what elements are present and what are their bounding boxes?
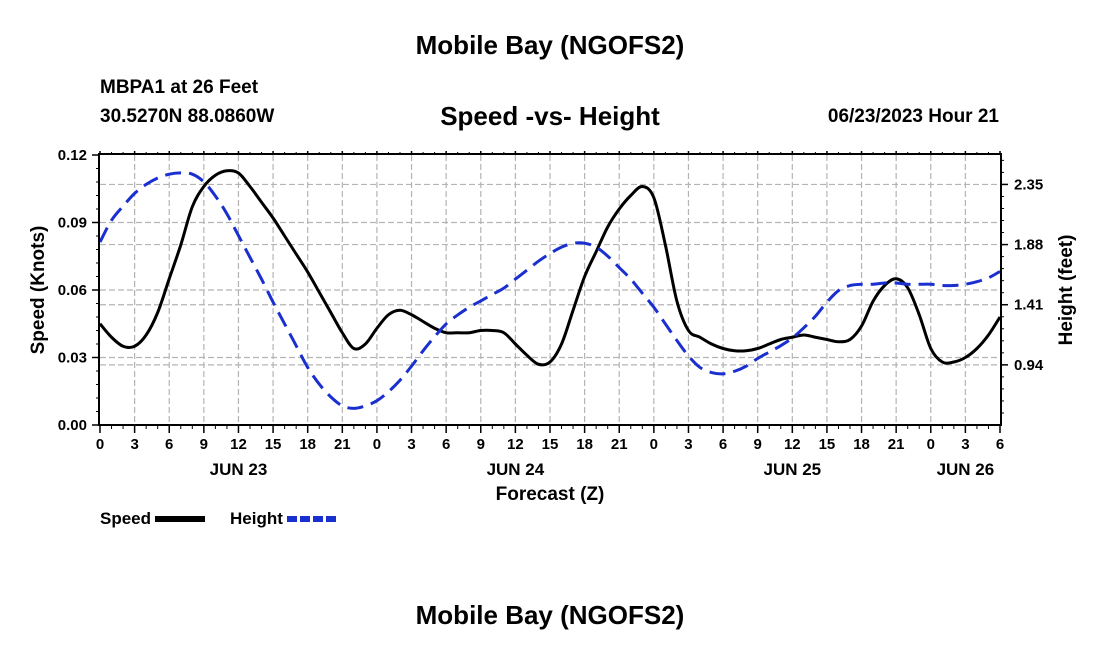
forecast-datetime: 06/23/2023 Hour 21 bbox=[827, 106, 999, 127]
speed-height-chart: 0 3 6 9 12 15 18 21 0 3 6 9 12 15 18 21 0 3 6 9 12 15 18 21 0 3 6J… bbox=[28, 147, 1077, 505]
y-tick-label: 0.06 bbox=[58, 282, 87, 299]
y-tick-label: 0.00 bbox=[58, 417, 87, 434]
legend-height-label: Height bbox=[230, 509, 283, 528]
legend-speed-swatch bbox=[155, 516, 206, 522]
x-tick-label: 0 bbox=[96, 436, 104, 453]
x-axis-label: Forecast (Z) bbox=[496, 484, 605, 505]
y-axis-label: Speed (Knots) bbox=[28, 226, 49, 355]
x-tick-label: 0 bbox=[373, 436, 381, 453]
height-series-line bbox=[98, 171, 1001, 410]
x-tick-label: 21 bbox=[334, 436, 351, 453]
x-tick-label: 18 bbox=[299, 436, 316, 453]
x-tick-label: 21 bbox=[888, 436, 905, 453]
x-tick-label: 15 bbox=[819, 436, 836, 453]
x-tick-label: 21 bbox=[611, 436, 628, 453]
x-tick-label: 15 bbox=[265, 436, 282, 453]
x-tick-label: 9 bbox=[477, 436, 485, 453]
y2-tick-label: 0.94 bbox=[1014, 357, 1044, 374]
x-tick-label: 6 bbox=[165, 436, 173, 453]
y-tick-label: 0.09 bbox=[58, 215, 87, 232]
x-tick-label: 3 bbox=[684, 436, 692, 453]
chart-title-top: Mobile Bay (NGOFS2) bbox=[415, 30, 685, 60]
x-tick-label: 0 bbox=[650, 436, 658, 453]
y2-tick-label: 1.41 bbox=[1014, 297, 1043, 314]
x-tick-label: 6 bbox=[719, 436, 727, 453]
x-tick-label: 9 bbox=[754, 436, 762, 453]
legend-height-swatch bbox=[286, 516, 337, 522]
x-tick-label: 18 bbox=[576, 436, 593, 453]
speed-series-line bbox=[98, 169, 1002, 367]
axis-layer: 0 3 6 9 12 15 18 21 0 3 6 9 12 15 18 21 0 3 6 9 12 15 18 21 0 3 6J… bbox=[58, 147, 1044, 479]
y2-tick-label: 1.88 bbox=[1014, 237, 1043, 254]
chart-title-bottom: Mobile Bay (NGOFS2) bbox=[415, 600, 685, 630]
station-label: MBPA1 at 26 Feet bbox=[100, 77, 259, 98]
legend-speed: Speed bbox=[100, 509, 207, 529]
x-tick-label: 0 bbox=[927, 436, 935, 453]
x-tick-label: 3 bbox=[130, 436, 138, 453]
station-coordinates: 30.5270N 88.0860W bbox=[100, 106, 275, 127]
x-tick-label: 12 bbox=[230, 436, 247, 453]
y2-axis-label: Height (feet) bbox=[1056, 235, 1077, 346]
x-tick-label: 6 bbox=[996, 436, 1004, 453]
x-tick-label: 12 bbox=[507, 436, 524, 453]
x-tick-label: 15 bbox=[542, 436, 559, 453]
chart-subtitle: Speed -vs- Height bbox=[440, 101, 660, 131]
x-tick-label: 3 bbox=[407, 436, 415, 453]
x-tick-label: 3 bbox=[961, 436, 969, 453]
series-layer bbox=[98, 169, 1002, 410]
date-label: JUN 23 bbox=[210, 460, 268, 479]
date-label: JUN 24 bbox=[487, 460, 545, 479]
x-tick-label: 9 bbox=[200, 436, 208, 453]
x-tick-label: 12 bbox=[784, 436, 801, 453]
grid-lines bbox=[100, 155, 1000, 425]
date-label: JUN 26 bbox=[937, 460, 995, 479]
y-tick-label: 0.12 bbox=[58, 147, 87, 164]
x-tick-label: 6 bbox=[442, 436, 450, 453]
legend-height: Height bbox=[230, 509, 339, 529]
y-tick-label: 0.03 bbox=[58, 350, 87, 367]
y2-tick-label: 2.35 bbox=[1014, 176, 1043, 193]
x-tick-label: 18 bbox=[853, 436, 870, 453]
legend-speed-label: Speed bbox=[100, 509, 152, 528]
date-label: JUN 25 bbox=[763, 460, 821, 479]
